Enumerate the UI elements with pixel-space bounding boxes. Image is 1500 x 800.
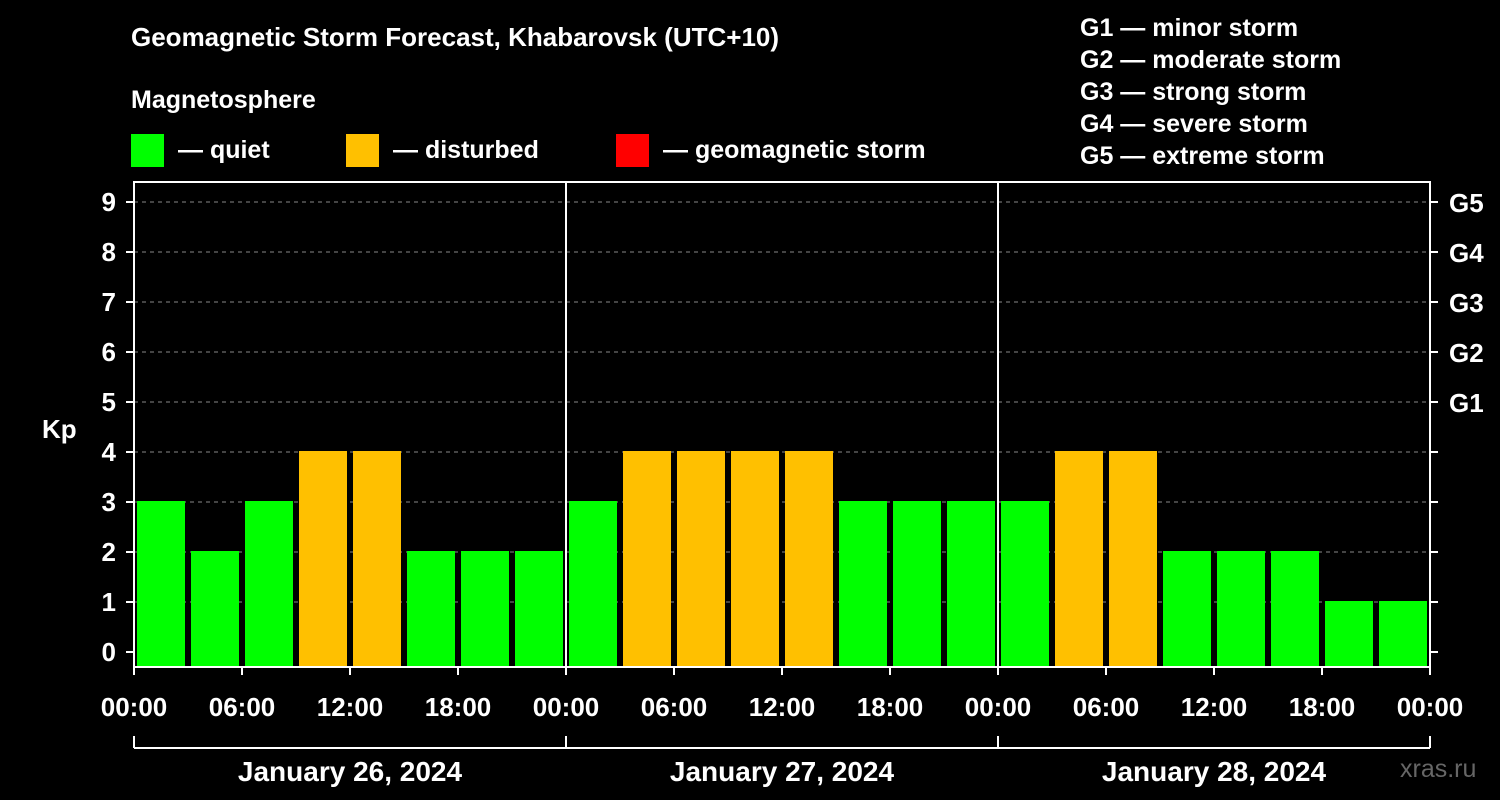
storm-scale-g2: G2 — moderate storm bbox=[1080, 46, 1342, 74]
x-tick-label-6: 12:00 bbox=[749, 692, 816, 722]
x-tick-label-9: 06:00 bbox=[1073, 692, 1140, 722]
kp-bar-12 bbox=[731, 451, 779, 667]
x-tick-label-7: 18:00 bbox=[857, 692, 924, 722]
legend-storm-label: — geomagnetic storm bbox=[663, 136, 926, 164]
kp-bar-2 bbox=[191, 551, 239, 667]
kp-bar-21 bbox=[1217, 551, 1265, 667]
kp-bar-16 bbox=[947, 501, 995, 667]
kp-bar-24 bbox=[1379, 601, 1427, 667]
y-tick-label-9: 9 bbox=[102, 187, 116, 217]
y-tick-label-6: 6 bbox=[102, 337, 116, 367]
x-tick-label-5: 06:00 bbox=[641, 692, 708, 722]
kp-bar-20 bbox=[1163, 551, 1211, 667]
watermark: xras.ru bbox=[1400, 755, 1477, 783]
x-tick-label-10: 12:00 bbox=[1181, 692, 1248, 722]
legend-disturbed-label: — disturbed bbox=[393, 136, 539, 164]
chart-title: Geomagnetic Storm Forecast, Khabarovsk (… bbox=[131, 22, 780, 52]
y-tick-label-3: 3 bbox=[102, 487, 116, 517]
kp-bar-19 bbox=[1109, 451, 1157, 667]
x-tick-label-0: 00:00 bbox=[101, 692, 168, 722]
legend-quiet-swatch bbox=[131, 134, 164, 167]
kp-bar-4 bbox=[299, 451, 347, 667]
legend-quiet-label: — quiet bbox=[178, 136, 270, 164]
storm-scale-g5: G5 — extreme storm bbox=[1080, 142, 1325, 170]
legend-disturbed: — disturbed bbox=[346, 134, 539, 167]
y-tick-label-8: 8 bbox=[102, 237, 116, 267]
kp-bar-6 bbox=[407, 551, 455, 667]
magnetosphere-heading: Magnetosphere bbox=[131, 86, 316, 114]
kp-bar-7 bbox=[461, 551, 509, 667]
kp-bar-11 bbox=[677, 451, 725, 667]
kp-bar-18 bbox=[1055, 451, 1103, 667]
kp-bar-22 bbox=[1271, 551, 1319, 667]
storm-scale-g3: G3 — strong storm bbox=[1080, 78, 1307, 106]
x-tick-label-12: 00:00 bbox=[1397, 692, 1464, 722]
y-tick-label-0: 0 bbox=[102, 637, 116, 667]
legend-storm-swatch bbox=[616, 134, 649, 167]
y-tick-label-5: 5 bbox=[102, 387, 116, 417]
kp-bar-9 bbox=[569, 501, 617, 667]
x-tick-label-1: 06:00 bbox=[209, 692, 276, 722]
y-axis-label: Kp bbox=[42, 414, 77, 444]
kp-bar-8 bbox=[515, 551, 563, 667]
legend-disturbed-swatch bbox=[346, 134, 379, 167]
g-scale-label-g4: G4 bbox=[1449, 238, 1484, 268]
kp-bar-14 bbox=[839, 501, 887, 667]
day-label-2: January 28, 2024 bbox=[1102, 756, 1327, 787]
g-scale-label-g3: G3 bbox=[1449, 288, 1484, 318]
kp-bar-23 bbox=[1325, 601, 1373, 667]
day-label-1: January 27, 2024 bbox=[670, 756, 895, 787]
kp-bar-15 bbox=[893, 501, 941, 667]
x-tick-label-8: 00:00 bbox=[965, 692, 1032, 722]
storm-scale-g1: G1 — minor storm bbox=[1080, 14, 1299, 42]
y-tick-label-4: 4 bbox=[102, 437, 117, 467]
storm-scale-g4: G4 — severe storm bbox=[1080, 110, 1308, 138]
legend-quiet: — quiet bbox=[131, 134, 270, 167]
y-tick-label-1: 1 bbox=[102, 587, 116, 617]
kp-bar-1 bbox=[137, 501, 185, 667]
kp-bar-10 bbox=[623, 451, 671, 667]
x-tick-label-11: 18:00 bbox=[1289, 692, 1356, 722]
kp-bar-13 bbox=[785, 451, 833, 667]
y-tick-label-7: 7 bbox=[102, 287, 116, 317]
g-scale-label-g1: G1 bbox=[1449, 388, 1484, 418]
kp-bar-3 bbox=[245, 501, 293, 667]
y-tick-label-2: 2 bbox=[102, 537, 116, 567]
legend-storm: — geomagnetic storm bbox=[616, 134, 926, 167]
g-scale-label-g5: G5 bbox=[1449, 188, 1484, 218]
kp-bar-17 bbox=[1001, 501, 1049, 667]
kp-bar-5 bbox=[353, 451, 401, 667]
g-scale-label-g2: G2 bbox=[1449, 338, 1484, 368]
day-label-0: January 26, 2024 bbox=[238, 756, 463, 787]
x-tick-label-3: 18:00 bbox=[425, 692, 492, 722]
x-tick-label-2: 12:00 bbox=[317, 692, 384, 722]
x-tick-label-4: 00:00 bbox=[533, 692, 600, 722]
